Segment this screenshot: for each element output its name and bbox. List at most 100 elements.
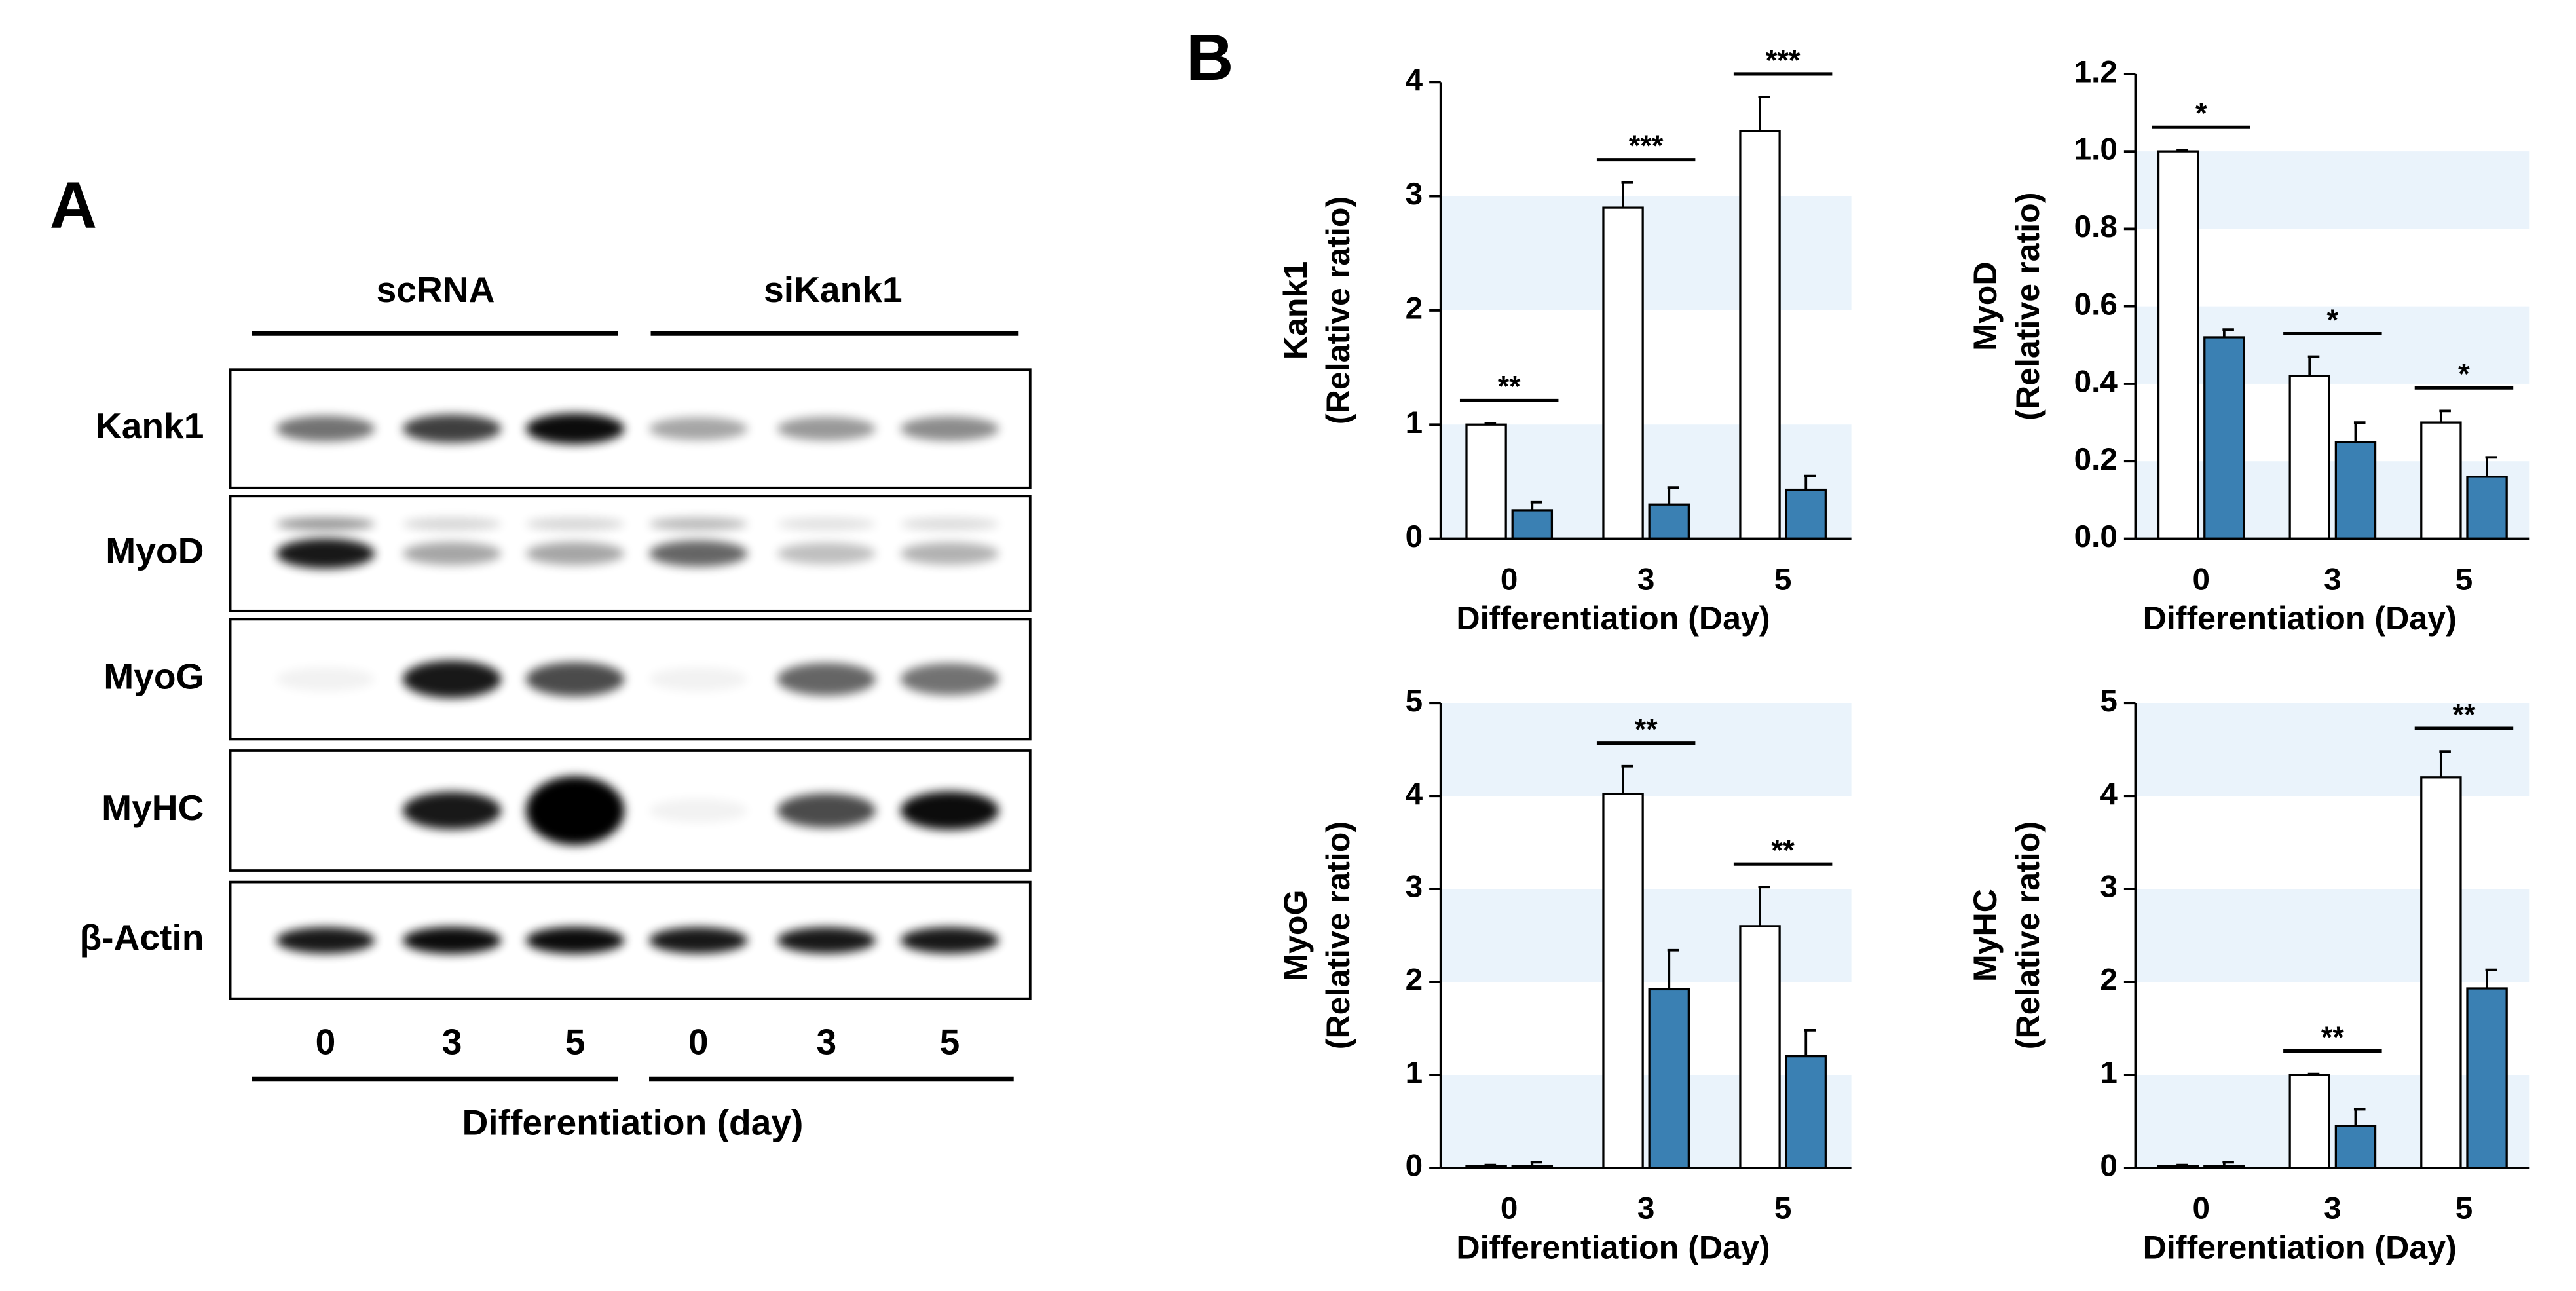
- y-tick-label: 0: [1406, 1149, 1423, 1184]
- lane-label: 3: [817, 1021, 837, 1062]
- blot-frame: [229, 749, 1032, 872]
- y-tick-label: 0.2: [2074, 442, 2118, 477]
- lane-label: 0: [688, 1021, 709, 1062]
- y-tick-label: 3: [1406, 870, 1423, 905]
- x-axis-label: Differentiation (day): [462, 1102, 803, 1142]
- y-tick-label: 0: [1406, 519, 1423, 554]
- bar: [2466, 476, 2508, 540]
- bar: [2420, 776, 2462, 1169]
- blot-band: [402, 414, 502, 443]
- blot-band: [649, 798, 748, 823]
- blot-band: [900, 791, 999, 830]
- lane-label: 0: [316, 1021, 336, 1062]
- panel-label: A: [50, 168, 97, 242]
- blot-band: [777, 417, 876, 441]
- blot-band: [276, 415, 375, 442]
- blot-band: [402, 542, 502, 565]
- y-tick-label: 0.8: [2074, 210, 2118, 244]
- blot-band: [777, 662, 876, 696]
- y-axis-label: (Relative ratio): [1320, 196, 1356, 424]
- bar-chart: 0 1 2 3 4 5 0 3 5 ** ** Differentiation (Day) MyoG (R…: [1277, 684, 1852, 1266]
- group-label: siKank1: [764, 269, 903, 310]
- x-axis-label: Differentiation (Day): [2143, 600, 2457, 637]
- row-label: MyHC: [102, 787, 204, 828]
- blot-band: [649, 417, 748, 441]
- y-tick-label: 5: [1406, 684, 1423, 719]
- significance-label: **: [1772, 834, 1795, 867]
- y-tick-label: 2: [1406, 291, 1423, 326]
- blot-band: [777, 927, 876, 954]
- y-tick-label: 1: [2100, 1056, 2118, 1091]
- significance-label: **: [2452, 698, 2476, 731]
- y-tick-label: 4: [1406, 63, 1423, 98]
- blot-band: [649, 927, 748, 954]
- background-band: [1440, 889, 1852, 982]
- blot-band: [402, 660, 502, 698]
- background-band: [2135, 1074, 2530, 1168]
- bar: [1785, 1055, 1827, 1169]
- lane-label: 3: [442, 1021, 462, 1062]
- y-axis-label: MyoD: [1967, 261, 2004, 351]
- y-tick-label: 0.0: [2074, 519, 2118, 554]
- bar: [2420, 421, 2462, 540]
- y-axis-label: Kank1: [1277, 261, 1314, 360]
- bar: [1602, 793, 1644, 1169]
- y-tick-label: 1.0: [2074, 132, 2118, 167]
- bar: [2157, 150, 2199, 540]
- row-label: β-Actin: [80, 917, 204, 958]
- significance-label: *: [2327, 303, 2339, 337]
- blot-band: [649, 667, 748, 692]
- x-tick-label: 3: [1637, 562, 1655, 597]
- bar: [1511, 509, 1554, 540]
- significance-label: *: [2195, 97, 2207, 130]
- y-tick-label: 0.6: [2074, 287, 2118, 322]
- significance-label: ***: [1629, 129, 1664, 162]
- bar-chart: 0.0 0.2 0.4 0.6 0.8 1.0 1.2 0 3 5 * * * Differentiati…: [1967, 54, 2530, 637]
- y-tick-label: 0.4: [2074, 365, 2118, 400]
- y-tick-label: 3: [2100, 870, 2118, 905]
- y-tick-label: 5: [2100, 684, 2118, 719]
- x-tick-label: 3: [2324, 562, 2342, 597]
- y-tick-label: 1: [1406, 405, 1423, 440]
- x-tick-label: 0: [2192, 562, 2210, 597]
- y-tick-label: 4: [2100, 777, 2118, 812]
- blot-band: [402, 926, 502, 954]
- background-band: [2135, 306, 2530, 384]
- background-band: [1440, 424, 1852, 539]
- bar: [2466, 987, 2508, 1169]
- blot-band: [525, 776, 625, 846]
- blot-band: [276, 517, 375, 531]
- bar: [1739, 925, 1781, 1169]
- blot-band: [525, 517, 625, 531]
- significance-label: **: [1635, 713, 1658, 746]
- blot-band: [777, 542, 876, 565]
- bar: [2288, 1074, 2330, 1169]
- x-tick-label: 0: [2192, 1191, 2210, 1226]
- lane-label: 5: [940, 1021, 960, 1062]
- background-band: [1440, 196, 1852, 310]
- x-tick-label: 0: [1501, 562, 1518, 597]
- bar: [1648, 988, 1690, 1169]
- blot-band: [777, 517, 876, 531]
- bar: [1785, 488, 1827, 540]
- bar: [1465, 423, 1507, 540]
- y-axis-label: MyoG: [1277, 889, 1314, 981]
- y-tick-label: 1.2: [2074, 54, 2118, 89]
- row-label: MyoD: [105, 531, 204, 571]
- blot-band: [402, 791, 502, 830]
- blot-band: [900, 663, 999, 696]
- y-tick-label: 1: [1406, 1056, 1423, 1091]
- y-axis-label: (Relative ratio): [1320, 821, 1356, 1049]
- panel-label: B: [1186, 21, 1233, 94]
- blot-band: [649, 540, 748, 567]
- x-axis-label: Differentiation (Day): [2143, 1229, 2457, 1266]
- y-tick-label: 0: [2100, 1149, 2118, 1184]
- x-tick-label: 3: [2324, 1191, 2342, 1226]
- blot-band: [525, 662, 625, 697]
- bar: [2288, 375, 2330, 540]
- background-band: [2135, 151, 2530, 229]
- significance-label: ***: [1766, 43, 1801, 77]
- blot-band: [900, 517, 999, 531]
